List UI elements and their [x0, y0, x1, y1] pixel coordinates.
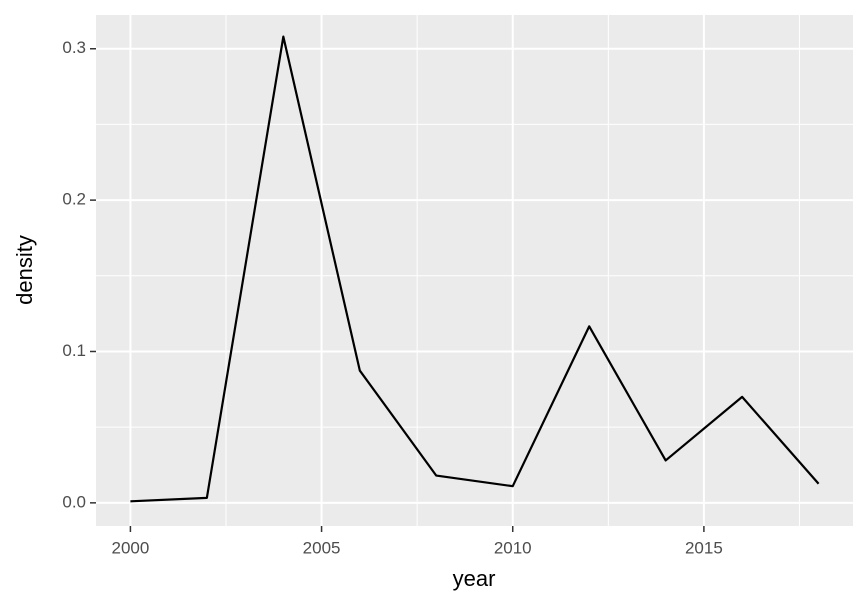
x-axis-title: year: [453, 566, 496, 591]
y-tick-label: 0.1: [62, 341, 86, 360]
x-tick-label: 2010: [494, 538, 532, 557]
x-tick-label: 2005: [303, 538, 341, 557]
line: [130, 35, 820, 503]
grid: [96, 15, 853, 526]
x-tick-label: 2015: [685, 538, 723, 557]
y-tick-label: 0.2: [62, 190, 86, 209]
y-tick-label: 0.0: [62, 492, 86, 511]
panel: [96, 15, 853, 526]
x-tick-label: 2000: [111, 538, 149, 557]
y-tick-label: 0.3: [62, 38, 86, 57]
marks: [130, 35, 820, 503]
y-axis-title: density: [12, 235, 37, 305]
